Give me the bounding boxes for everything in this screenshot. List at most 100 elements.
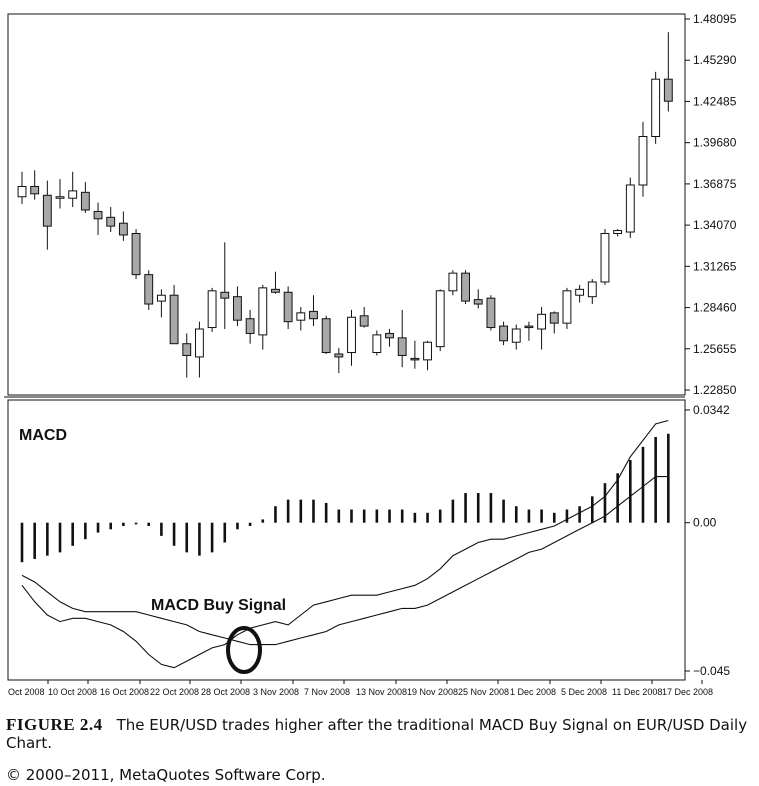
- candle-body: [309, 310, 318, 320]
- date-tick-label: 3 Nov 2008: [253, 687, 299, 697]
- price-tick-label: 1.39680: [693, 136, 737, 150]
- candle: [410, 340, 420, 369]
- candle: [30, 170, 40, 200]
- candle-body: [410, 357, 420, 361]
- candle: [587, 279, 597, 305]
- date-tick-label: 22 Oct 2008: [150, 687, 199, 697]
- price-tick-label: 1.36875: [693, 177, 737, 191]
- candle: [359, 306, 369, 328]
- candle-body: [283, 291, 293, 323]
- candle-body: [397, 337, 407, 356]
- candle-body: [435, 290, 445, 348]
- candle: [499, 321, 509, 346]
- candle-body: [625, 184, 635, 233]
- candle: [283, 286, 293, 330]
- candle-body: [245, 318, 255, 334]
- figure-label: FIGURE 2.4: [6, 715, 103, 734]
- candle: [296, 306, 306, 331]
- candle: [220, 242, 230, 330]
- candle-body: [448, 272, 458, 292]
- candle: [562, 287, 572, 330]
- candle-body: [651, 78, 661, 137]
- candle: [473, 289, 483, 309]
- candle: [106, 207, 116, 233]
- candle-body: [499, 325, 509, 342]
- candle-body: [296, 312, 306, 321]
- chart-figure: 1.48095 1.45290 1.42485 1.39680 1.36875 1.340…: [4, 12, 737, 697]
- figure-caption: FIGURE 2.4 The EUR/USD trades higher afte…: [6, 715, 754, 753]
- candle: [321, 315, 331, 354]
- candle: [613, 229, 623, 237]
- candle: [93, 202, 103, 235]
- date-tick-label: 25 Nov 2008: [458, 687, 509, 697]
- date-tick-label: 5 Dec 2008: [561, 687, 607, 697]
- candle-body: [613, 230, 623, 234]
- candle: [511, 324, 521, 350]
- signal-line: [21, 419, 669, 669]
- candle: [651, 71, 661, 144]
- macd-tick-label: 0.00: [693, 516, 717, 530]
- candle: [334, 348, 344, 374]
- candle: [575, 284, 585, 303]
- date-tick-label: 10 Oct 2008: [48, 687, 97, 697]
- candle-body: [258, 287, 268, 336]
- candle-body: [156, 294, 166, 302]
- candle-body: [169, 294, 179, 345]
- macd-tick-label: −0.045: [693, 664, 730, 678]
- date-tick-label: 17 Dec 2008: [662, 687, 713, 697]
- candle-body: [473, 299, 483, 305]
- candle-body: [524, 325, 534, 329]
- candle-body: [131, 232, 141, 276]
- candle: [258, 284, 268, 350]
- macd-tick-label: 0.0342: [693, 403, 730, 417]
- date-tick-label: 7 Nov 2008: [304, 687, 350, 697]
- date-tick-label: 19 Nov 2008: [407, 687, 458, 697]
- candle-body: [106, 216, 116, 227]
- macd-title: MACD: [19, 427, 67, 444]
- price-tick-label: 1.42485: [693, 94, 737, 108]
- candle: [182, 333, 192, 378]
- candle-body: [194, 328, 204, 358]
- date-tick-label: 11 Dec 2008: [612, 687, 662, 697]
- candle: [194, 321, 204, 378]
- candle: [144, 270, 154, 310]
- candle-body: [347, 316, 356, 354]
- candle: [663, 32, 673, 112]
- candle: [207, 287, 217, 332]
- candle-body: [68, 190, 78, 199]
- candle: [80, 182, 90, 213]
- candle-body: [562, 290, 572, 324]
- candle: [131, 229, 141, 280]
- candle-body: [17, 185, 27, 198]
- candle: [118, 211, 128, 241]
- candle: [55, 179, 65, 209]
- copyright-notice: © 2000–2011, MetaQuotes Software Corp.: [6, 766, 326, 784]
- buy-signal-circle: [226, 626, 262, 674]
- candle-body: [271, 288, 280, 293]
- candle: [537, 306, 547, 350]
- candle-body: [334, 353, 344, 358]
- candle-body: [80, 191, 90, 211]
- candle: [233, 286, 242, 327]
- candle-body: [575, 288, 585, 296]
- candle: [156, 289, 166, 318]
- candle: [486, 295, 496, 331]
- candle: [549, 311, 559, 334]
- candle-body: [93, 210, 103, 220]
- candle-body: [537, 313, 547, 330]
- candle-body: [511, 328, 521, 343]
- macd-line: [21, 476, 669, 646]
- candle: [397, 309, 407, 368]
- candle-body: [486, 297, 496, 329]
- candle: [68, 171, 78, 208]
- date-tick-label: 13 Nov 2008: [356, 687, 407, 697]
- candle-body: [321, 318, 331, 354]
- candle-body: [549, 312, 559, 324]
- date-tick-label: 16 Oct 2008: [100, 687, 149, 697]
- candle-body: [118, 222, 128, 236]
- candle: [245, 309, 255, 344]
- candle: [435, 289, 445, 352]
- candle: [600, 229, 610, 285]
- price-tick-label: 1.25655: [693, 342, 737, 356]
- candle: [372, 330, 382, 356]
